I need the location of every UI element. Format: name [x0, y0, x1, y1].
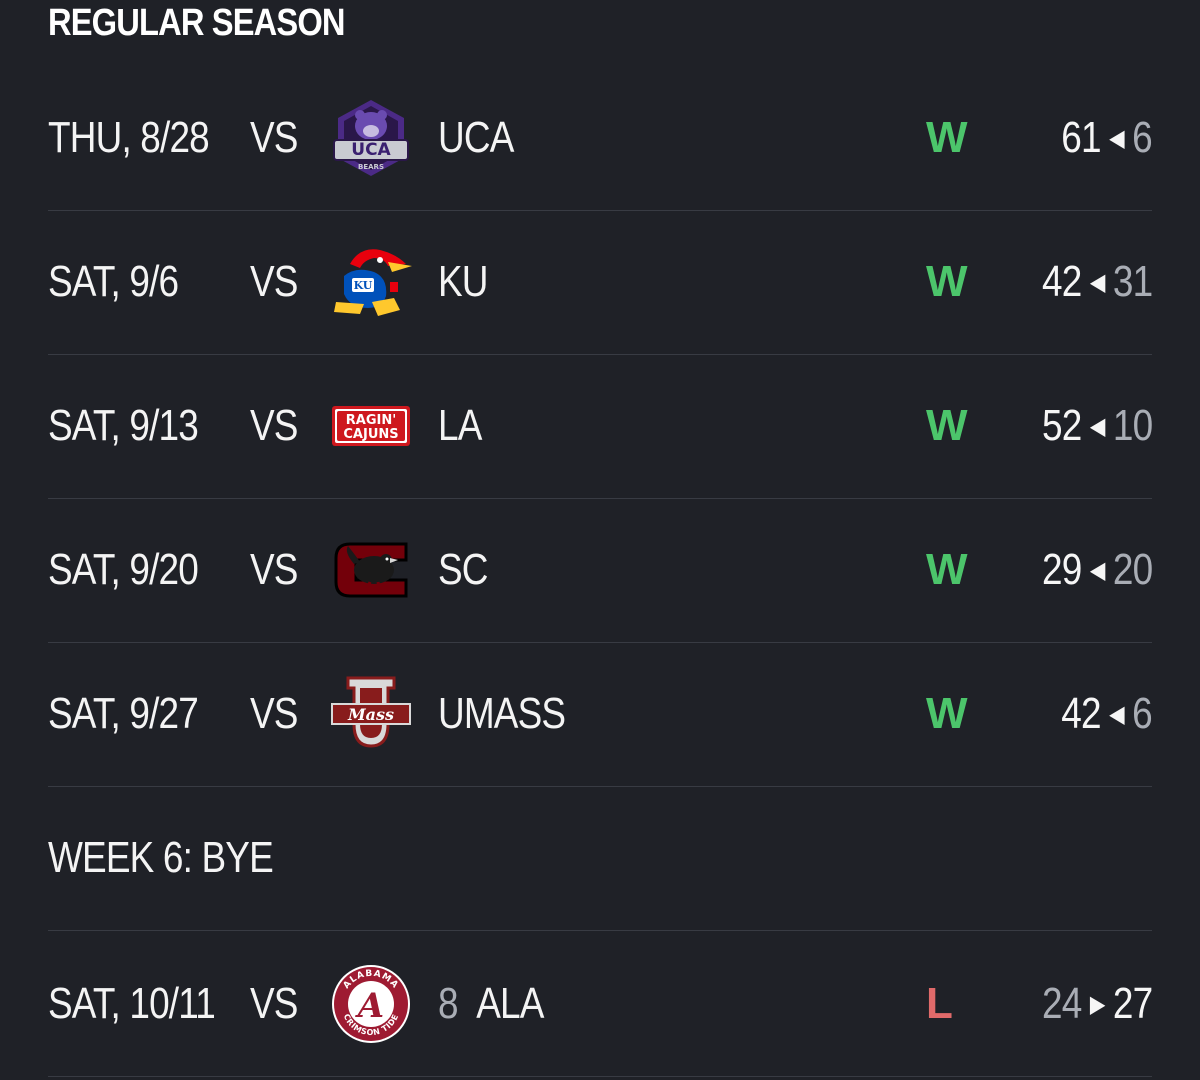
- winner-arrow-icon: ◀: [1109, 125, 1125, 152]
- winner-arrow-icon: ◀: [1089, 269, 1105, 296]
- game-date: SAT, 9/20: [48, 545, 199, 594]
- svg-text:KU: KU: [354, 279, 373, 292]
- svg-text:UCA: UCA: [351, 140, 391, 160]
- team-score: 61: [1061, 113, 1101, 162]
- game-row[interactable]: SAT, 9/27 VS Mass UMASS W 42 ◀ 6: [48, 642, 1153, 787]
- home-away-indicator: VS: [250, 401, 298, 450]
- game-result: W: [926, 257, 968, 306]
- game-score: 42 ◀ 31: [1021, 256, 1153, 309]
- game-date: SAT, 9/27: [48, 689, 199, 738]
- umass-logo-icon: Mass: [330, 674, 412, 754]
- game-score: 29 ◀ 20: [1021, 544, 1153, 597]
- game-result: W: [926, 545, 968, 594]
- game-score: 52 ◀ 10: [1021, 400, 1153, 453]
- home-away-indicator: VS: [250, 257, 298, 306]
- game-row[interactable]: SAT, 9/20 VS SC W 29 ◀ 20: [48, 498, 1153, 643]
- svg-text:RAGIN': RAGIN': [346, 413, 396, 428]
- opponent-name: UCA: [438, 113, 514, 162]
- opponent-score: 31: [1112, 257, 1153, 306]
- game-result: W: [926, 113, 968, 162]
- team-score: 42: [1061, 689, 1101, 738]
- opponent-score: 6: [1132, 113, 1153, 162]
- svg-text:Mass: Mass: [347, 705, 394, 724]
- game-result: W: [926, 401, 968, 450]
- kansas-jayhawk-logo-icon: KU: [330, 242, 412, 322]
- home-away-indicator: VS: [250, 689, 298, 738]
- opponent-rank: 8: [438, 979, 459, 1028]
- team-score: 29: [1041, 545, 1082, 594]
- svg-text:CAJUNS: CAJUNS: [343, 427, 398, 442]
- opponent-name: SC: [438, 545, 489, 594]
- uca-bears-logo-icon: UCA BEARS: [330, 98, 412, 178]
- game-date: SAT, 9/6: [48, 257, 179, 306]
- bye-week-row: WEEK 6: BYE: [48, 786, 1152, 931]
- game-row[interactable]: SAT, 9/6 VS KU KU W 42 ◀ 31: [48, 210, 1153, 355]
- section-title: REGULAR SEASON: [48, 2, 345, 44]
- winner-arrow-icon: ▶: [1089, 991, 1105, 1018]
- game-score: 42 ◀ 6: [1044, 688, 1152, 741]
- game-result: W: [926, 689, 968, 738]
- opponent-score: 10: [1112, 401, 1153, 450]
- winner-arrow-icon: ◀: [1109, 701, 1125, 728]
- svg-text:A: A: [355, 986, 384, 1026]
- opponent-name: LA: [438, 401, 482, 450]
- game-date: THU, 8/28: [48, 113, 210, 162]
- game-row[interactable]: SAT, 10/11 VS ALABAMA CRIMSON TIDE A 8 AL…: [48, 932, 1153, 1077]
- south-carolina-gamecock-logo-icon: [330, 530, 412, 610]
- opponent-score: 27: [1112, 979, 1153, 1028]
- home-away-indicator: VS: [250, 979, 298, 1028]
- winner-arrow-icon: ◀: [1089, 413, 1105, 440]
- game-score: 24 ▶ 27: [1021, 978, 1153, 1031]
- game-row[interactable]: THU, 8/28 VS UCA BEARS UCA W 61 ◀ 6: [48, 66, 1153, 211]
- opponent-name: KU: [438, 257, 489, 306]
- game-row[interactable]: SAT, 9/13 VS RAGIN' CAJUNS LA W 52 ◀ 10: [48, 354, 1153, 499]
- team-score: 42: [1041, 257, 1082, 306]
- team-score: 24: [1041, 979, 1082, 1028]
- opponent-score: 6: [1132, 689, 1153, 738]
- game-date: SAT, 9/13: [48, 401, 199, 450]
- home-away-indicator: VS: [250, 545, 298, 594]
- winner-arrow-icon: ◀: [1089, 557, 1105, 584]
- ragin-cajuns-logo-icon: RAGIN' CAJUNS: [330, 386, 412, 466]
- home-away-indicator: VS: [250, 113, 298, 162]
- opponent-name: UMASS: [438, 689, 566, 738]
- alabama-crimson-tide-logo-icon: ALABAMA CRIMSON TIDE A: [330, 964, 412, 1044]
- game-result: L: [926, 979, 953, 1028]
- bye-week-label: WEEK 6: BYE: [48, 833, 274, 882]
- game-date: SAT, 10/11: [48, 979, 216, 1028]
- opponent-score: 20: [1112, 545, 1153, 594]
- opponent-name: 8 ALA: [438, 979, 544, 1028]
- game-score: 61 ◀ 6: [1044, 112, 1152, 165]
- team-score: 52: [1041, 401, 1082, 450]
- svg-text:BEARS: BEARS: [358, 163, 384, 171]
